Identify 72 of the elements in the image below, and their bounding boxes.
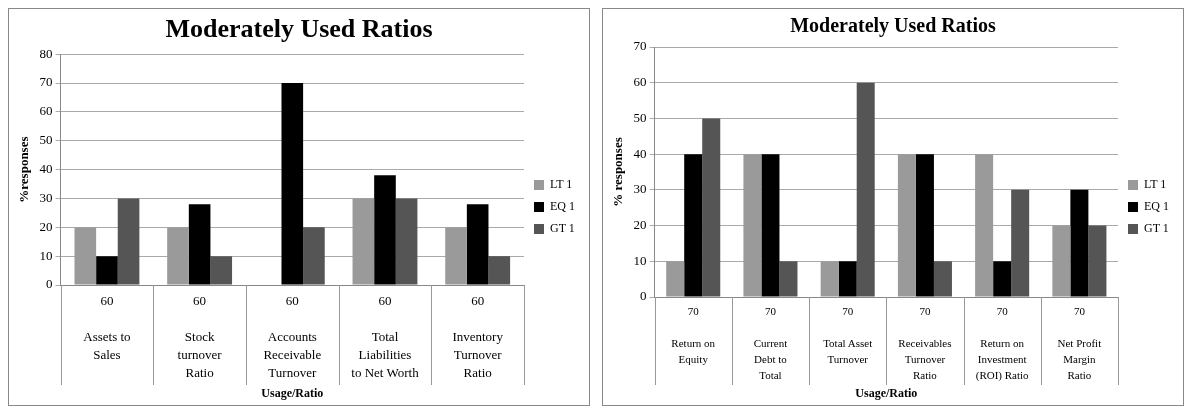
y-tick-label: 30 bbox=[633, 181, 647, 197]
category-label: 70 Return on Investment (ROI) Ratio bbox=[975, 305, 1029, 382]
y-tick-label: 40 bbox=[39, 161, 53, 177]
bar bbox=[74, 227, 97, 285]
bar bbox=[838, 261, 857, 297]
y-tick-label: 10 bbox=[39, 247, 53, 263]
bar bbox=[96, 256, 118, 285]
bar bbox=[352, 198, 375, 285]
bar bbox=[1088, 225, 1107, 297]
bar bbox=[188, 204, 211, 285]
bar bbox=[1052, 225, 1071, 297]
category-label: 60 Inventory Turnover Ratio bbox=[452, 292, 503, 380]
bar bbox=[761, 154, 780, 297]
y-axis-title: % responses bbox=[610, 137, 626, 207]
y-tick-label: 60 bbox=[39, 103, 53, 119]
bar bbox=[820, 261, 839, 297]
x-axis-title: Usage/Ratio bbox=[855, 385, 918, 400]
bar bbox=[743, 154, 762, 297]
bar bbox=[445, 227, 467, 285]
y-tick-label: 0 bbox=[640, 288, 647, 304]
bar bbox=[779, 261, 798, 297]
legend-label: EQ 1 bbox=[1144, 199, 1169, 214]
y-tick-label: 40 bbox=[633, 145, 647, 161]
legend-label: EQ 1 bbox=[550, 199, 575, 214]
y-tick-label: 50 bbox=[633, 109, 647, 125]
bar bbox=[281, 83, 304, 285]
bar bbox=[897, 154, 916, 297]
bar bbox=[933, 261, 952, 297]
y-tick-label: 60 bbox=[633, 74, 647, 90]
bar bbox=[684, 154, 703, 297]
y-tick-label: 70 bbox=[39, 74, 53, 90]
bar bbox=[975, 154, 994, 297]
bar bbox=[856, 82, 875, 297]
y-tick-label: 10 bbox=[633, 252, 647, 268]
chart-title: Moderately Used Ratios bbox=[790, 14, 996, 38]
legend-label: GT 1 bbox=[1144, 221, 1169, 236]
bar bbox=[1070, 189, 1089, 297]
bar bbox=[374, 175, 396, 285]
bar bbox=[702, 118, 721, 297]
legend-label: LT 1 bbox=[1144, 177, 1167, 192]
category-label: 70 Current Debt to Total bbox=[753, 305, 788, 382]
category-label: 60 Accounts Receivable Turnover bbox=[263, 292, 322, 380]
legend-label: LT 1 bbox=[550, 177, 573, 192]
bar bbox=[303, 227, 325, 285]
y-tick-label: 0 bbox=[46, 276, 53, 292]
category-label: 70 Net Profit Margin Ratio bbox=[1057, 305, 1102, 382]
bar bbox=[466, 204, 489, 285]
bar bbox=[915, 154, 934, 297]
category-label: 70 Total Asset Turnover bbox=[823, 305, 873, 366]
y-tick-label: 50 bbox=[39, 132, 53, 148]
y-tick-label: 80 bbox=[39, 45, 53, 61]
y-tick-label: 70 bbox=[633, 38, 647, 54]
category-label: 70 Return on Equity bbox=[671, 305, 716, 366]
x-axis-title: Usage/Ratio bbox=[261, 385, 324, 400]
bar bbox=[666, 261, 685, 297]
y-axis-title: %responses bbox=[16, 136, 32, 203]
bar bbox=[993, 261, 1012, 297]
category-label: 60 Stock turnover Ratio bbox=[177, 292, 222, 380]
bar bbox=[210, 256, 233, 285]
chart-title: Moderately Used Ratios bbox=[165, 14, 433, 44]
y-tick-label: 20 bbox=[39, 218, 53, 234]
category-label: 70 Receivables Turnover Ratio bbox=[898, 305, 952, 382]
y-tick-label: 20 bbox=[633, 216, 647, 232]
bar bbox=[395, 198, 418, 285]
bar bbox=[117, 198, 140, 285]
bar bbox=[1011, 189, 1030, 297]
bar bbox=[167, 227, 189, 285]
bar bbox=[488, 256, 511, 285]
category-label: 60 Total Liabilities to Net Worth bbox=[351, 292, 419, 380]
y-tick-label: 30 bbox=[39, 189, 53, 205]
category-label: 60 Assets to Sales bbox=[83, 292, 131, 362]
legend-label: GT 1 bbox=[550, 221, 575, 236]
